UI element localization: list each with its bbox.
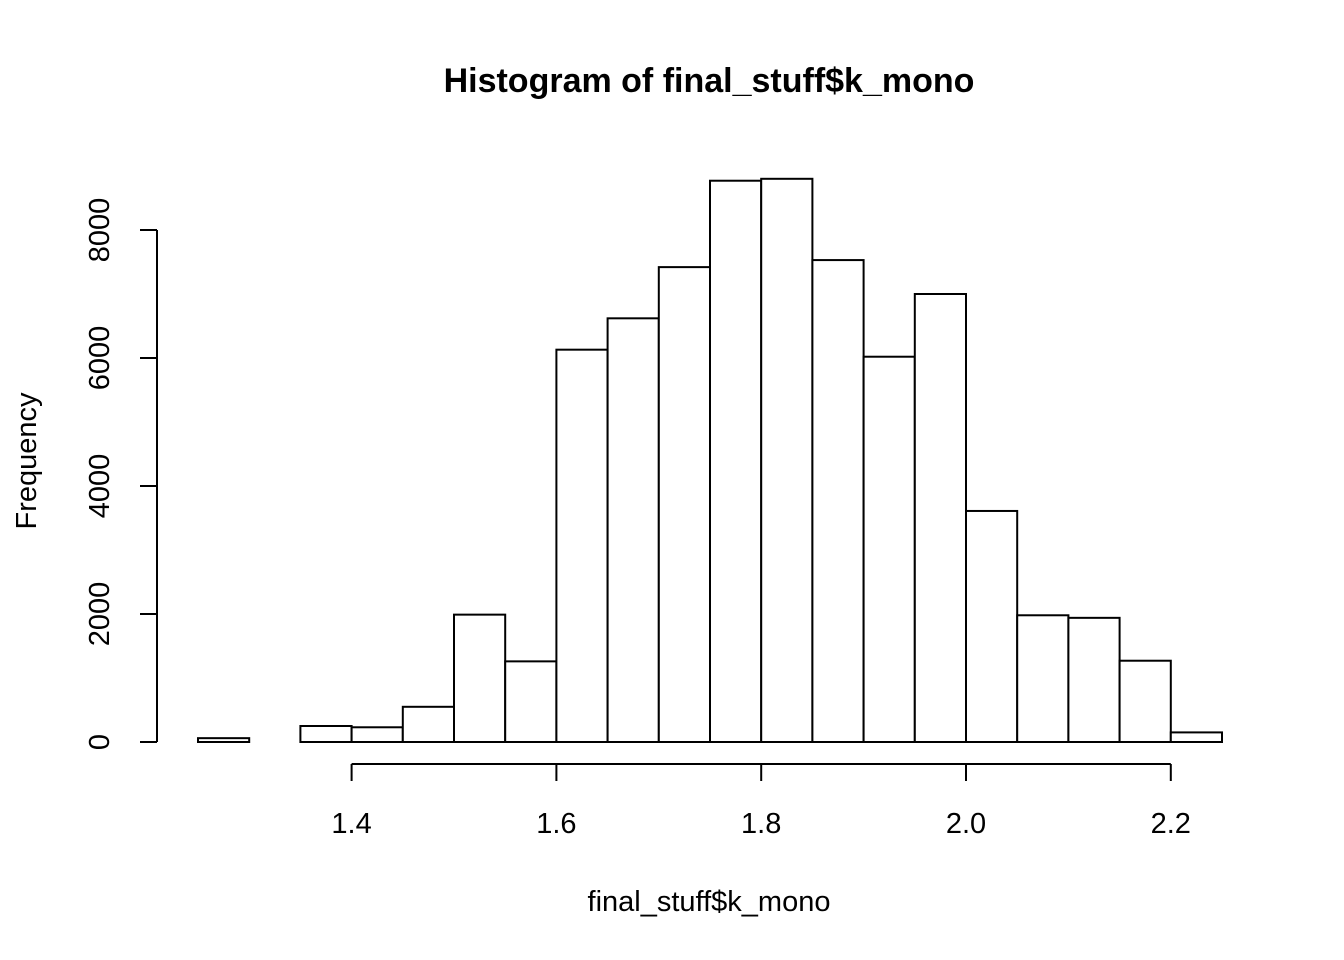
histogram-bars [197,177,1224,744]
histogram-bar [350,726,404,744]
x-tick-label: 2.0 [946,808,986,840]
histogram-bar [1016,614,1070,744]
x-tick-label: 1.4 [331,808,371,840]
histogram-bar [555,348,609,743]
histogram-bar [401,705,455,743]
histogram-bar [965,509,1019,743]
histogram-bar [606,317,660,743]
x-tick-label: 1.6 [536,808,576,840]
histogram-bar [1118,659,1172,743]
chart-title: Histogram of final_stuff$k_mono [444,62,975,100]
histogram-bar [1169,731,1224,744]
y-tick-label: 8000 [84,198,116,263]
histogram-bar [504,660,558,743]
y-axis: 0 2000 4000 6000 8000 [84,198,158,750]
histogram-bar [862,355,916,743]
histogram-bar [453,613,507,744]
histogram-bar [1067,616,1121,744]
y-tick-label: 4000 [84,454,116,519]
y-tick-label: 6000 [84,326,116,391]
x-tick-label: 2.2 [1151,808,1191,840]
y-axis-label: Frequency [11,392,43,530]
x-axis-label: final_stuff$k_mono [588,886,831,918]
histogram-bar [913,293,967,743]
y-tick-label: 2000 [84,582,116,647]
x-axis: 1.4 1.6 1.8 2.0 2.2 [331,763,1191,840]
histogram-bar [760,177,814,744]
y-tick-label: 0 [84,734,116,750]
histogram-bar [299,725,353,743]
histogram-bar [709,179,763,744]
histogram-bar [811,259,865,743]
histogram-bar [657,266,711,743]
histogram-bar [197,737,251,743]
x-tick-label: 1.8 [741,808,781,840]
